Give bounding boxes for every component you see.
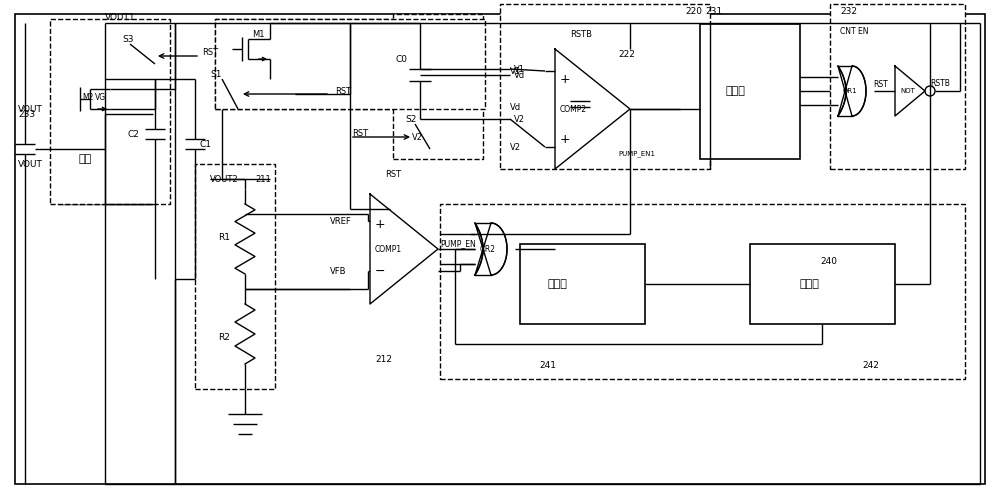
Text: RST: RST [202,47,218,56]
Text: VREF: VREF [330,217,352,226]
Text: CNT EN: CNT EN [840,26,868,35]
Polygon shape [555,49,630,169]
Text: C1: C1 [200,140,212,149]
Text: PUMP_EN1: PUMP_EN1 [618,151,655,157]
Bar [393,14,483,159]
Text: 212: 212 [375,354,392,363]
Text: C0: C0 [396,54,408,63]
Bar [750,244,895,324]
Text: 241: 241 [540,361,556,370]
Text: V1: V1 [510,66,521,75]
Text: S3: S3 [122,34,134,43]
Text: 电荷泵: 电荷泵 [800,279,820,289]
Text: V2: V2 [510,143,521,152]
Text: 242: 242 [862,361,879,370]
Bar [520,244,645,324]
Text: Vd: Vd [514,70,525,79]
Text: NOT: NOT [900,88,915,94]
Bar [215,19,400,109]
Text: 负载: 负载 [78,154,92,164]
Text: OR1: OR1 [843,88,858,94]
Text: VOUT: VOUT [18,160,43,169]
Text: RSTB: RSTB [570,29,592,38]
Text: RSTB: RSTB [930,78,950,87]
Bar [700,24,800,159]
Text: VOUT2: VOUT2 [210,175,239,184]
Text: RST: RST [385,170,401,179]
Text: VOUT1: VOUT1 [105,12,136,21]
Bar [500,4,710,169]
Text: PUMP_EN: PUMP_EN [440,240,476,249]
Text: RST: RST [873,79,888,88]
Text: 233: 233 [18,109,35,118]
Bar [830,4,965,169]
Text: +: + [560,133,571,146]
Bar [50,19,170,204]
Bar [440,204,965,379]
Text: 240: 240 [820,257,837,266]
Bar [195,164,275,389]
Text: M2: M2 [82,92,93,101]
Text: +: + [560,72,571,85]
Text: V1: V1 [514,64,525,73]
Text: 振荡器: 振荡器 [548,279,568,289]
Text: 222: 222 [618,49,635,58]
Text: VOUT: VOUT [18,104,43,113]
Text: VFB: VFB [330,266,347,275]
Text: S2: S2 [405,114,416,123]
Text: R1: R1 [218,233,230,242]
Polygon shape [475,223,507,275]
Bar [215,19,485,109]
Text: COMP1: COMP1 [375,245,402,253]
Polygon shape [370,194,438,304]
Text: COMP2: COMP2 [560,104,587,113]
Text: V2: V2 [412,133,423,142]
Text: 232: 232 [840,6,857,15]
Bar [58,114,153,204]
Text: OR2: OR2 [480,245,496,253]
Text: 231: 231 [705,6,722,15]
Circle shape [925,86,935,96]
Text: VG: VG [95,92,106,101]
Polygon shape [895,66,925,116]
Text: 计数器: 计数器 [725,86,745,96]
Polygon shape [838,66,866,116]
Text: RST: RST [352,129,368,138]
Text: −: − [375,264,386,277]
Text: V2: V2 [514,114,525,123]
Text: C2: C2 [128,130,140,139]
Text: 211: 211 [255,175,271,184]
Text: +: + [375,218,386,231]
Text: M1: M1 [252,29,264,38]
Text: R2: R2 [218,332,230,341]
Text: 220: 220 [685,6,702,15]
Text: RST: RST [335,86,351,95]
Text: S1: S1 [210,69,222,78]
Text: Vd: Vd [510,102,521,111]
